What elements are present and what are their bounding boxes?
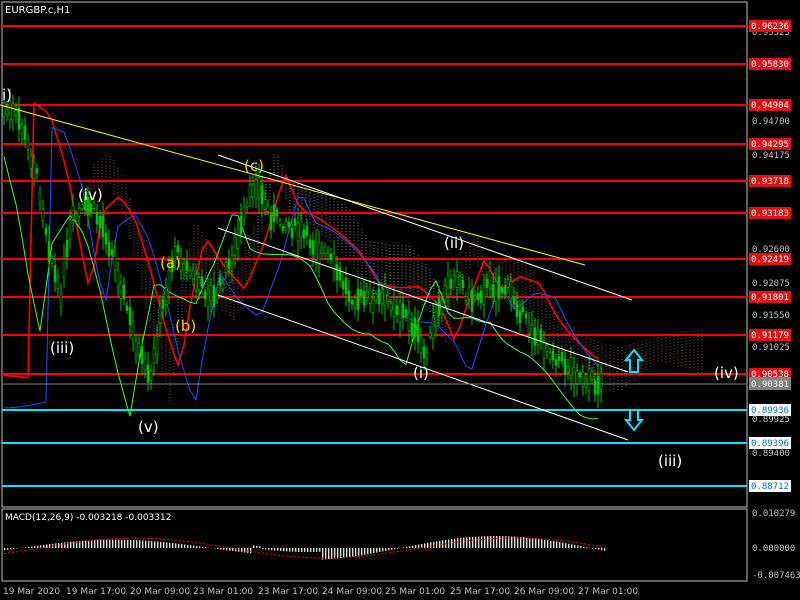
time-label: 20 Mar 09:00 [130,587,190,597]
wave-label: (iii) [50,339,74,357]
price-tick: 0.91025 [752,343,790,353]
indicator-tick: 0.010279 [752,509,795,519]
wave-label: (c) [244,157,264,175]
wave-label: (iv) [78,186,103,204]
indicator-title: MACD(12,26,9) -0.003218 -0.003312 [5,513,171,523]
current-price-label: 0.90381 [751,380,789,390]
time-axis: 19 Mar 2020 19 Mar 17:00 20 Mar 09:00 23… [3,587,638,597]
chart-title: EURGBP.c,H1 [5,5,70,16]
level-tag-label: 0.93718 [751,177,789,187]
wave-label: (iii) [658,452,682,470]
level-tag-label: 0.94904 [751,101,789,111]
level-tag-label: 0.89396 [751,439,789,449]
time-label: 27 Mar 01:00 [578,587,638,597]
price-tick: 0.94175 [752,151,790,161]
level-tag-label: 0.88712 [751,482,789,492]
level-tag-label: 0.96236 [751,22,789,32]
price-tick: 0.89925 [752,415,790,425]
level-tag-label: 0.94295 [751,140,789,150]
level-tag-label: 0.91179 [751,331,789,341]
level-tag: 0.95830 [749,58,791,70]
level-tag: 0.94904 [749,99,791,111]
trendline-middle[interactable] [217,227,629,373]
price-candles [2,88,603,409]
wave-label: (ii) [444,234,464,252]
trendline-lower[interactable] [217,294,629,441]
time-label: 19 Mar 17:00 [66,587,126,597]
time-label: 26 Mar 09:00 [514,587,574,597]
macd-histogram [3,536,606,560]
level-tag-label: 0.89936 [751,406,789,416]
level-tag-label: 0.92419 [751,255,789,265]
price-tick: 0.89400 [752,449,790,459]
trendline-upper[interactable] [217,154,633,301]
elliott-wave-labels: i) (iv) (c) (a) (b) (iii) (v) (ii) (i) (… [2,86,739,470]
level-tag: 0.89936 [749,404,791,416]
moving-averages [3,101,599,420]
price-tick: 0.92075 [752,279,790,289]
time-label: 23 Mar 17:00 [258,587,318,597]
price-tick: 0.95525 [752,28,790,38]
level-tag: 0.93718 [749,175,791,187]
indicator-tick: -0.007463 [752,571,800,581]
price-axis: 0.95525 0.94700 0.94175 0.92600 0.92075 0.915… [752,28,790,459]
level-tag-label: 0.93183 [751,209,789,219]
time-label: 25 Mar 01:00 [385,587,445,597]
level-tag: 0.93183 [749,207,791,219]
indicator-tick: 0.000000 [752,544,795,554]
level-tag-label: 0.90538 [751,370,789,380]
wave-label: i) [2,86,12,104]
up-arrow-icon[interactable] [623,348,645,373]
wave-label: (a) [160,254,181,272]
level-tag: 0.94295 [749,138,791,150]
price-tick: 0.92600 [752,245,790,255]
wave-label: (b) [175,317,196,335]
level-tag-label: 0.91801 [751,293,789,303]
wave-label: (iv) [714,364,739,382]
level-tag: 0.89396 [749,437,791,449]
time-label: 25 Mar 17:00 [450,587,510,597]
current-price-tag: 0.90381 [2,377,791,390]
level-tag: 0.91179 [749,329,791,341]
indicator-axis: 0.010279 0.000000 -0.007463 [752,509,800,581]
wave-label: (i) [413,364,429,382]
trend-channel[interactable] [0,104,633,441]
level-tag: 0.88712 [749,480,791,492]
main-chart-frame [1,1,748,508]
time-label: 19 Mar 2020 [3,587,60,597]
time-label: 23 Mar 01:00 [193,587,253,597]
level-tag: 0.91801 [749,291,791,303]
time-label: 24 Mar 09:00 [322,587,382,597]
indicator-frame [1,508,748,582]
level-tag: 0.92419 [749,253,791,265]
wave-label: (v) [138,418,159,436]
level-tag-label: 0.95830 [751,60,789,70]
level-price-tags: 0.96236 0.95830 0.94904 0.94295 0.93718 0.931… [749,20,791,492]
price-tick: 0.91550 [752,311,790,321]
trendline-yellow[interactable] [0,104,586,266]
price-tick: 0.94700 [752,117,790,127]
down-arrow-icon[interactable] [623,409,645,432]
level-tag: 0.96236 [749,20,791,32]
